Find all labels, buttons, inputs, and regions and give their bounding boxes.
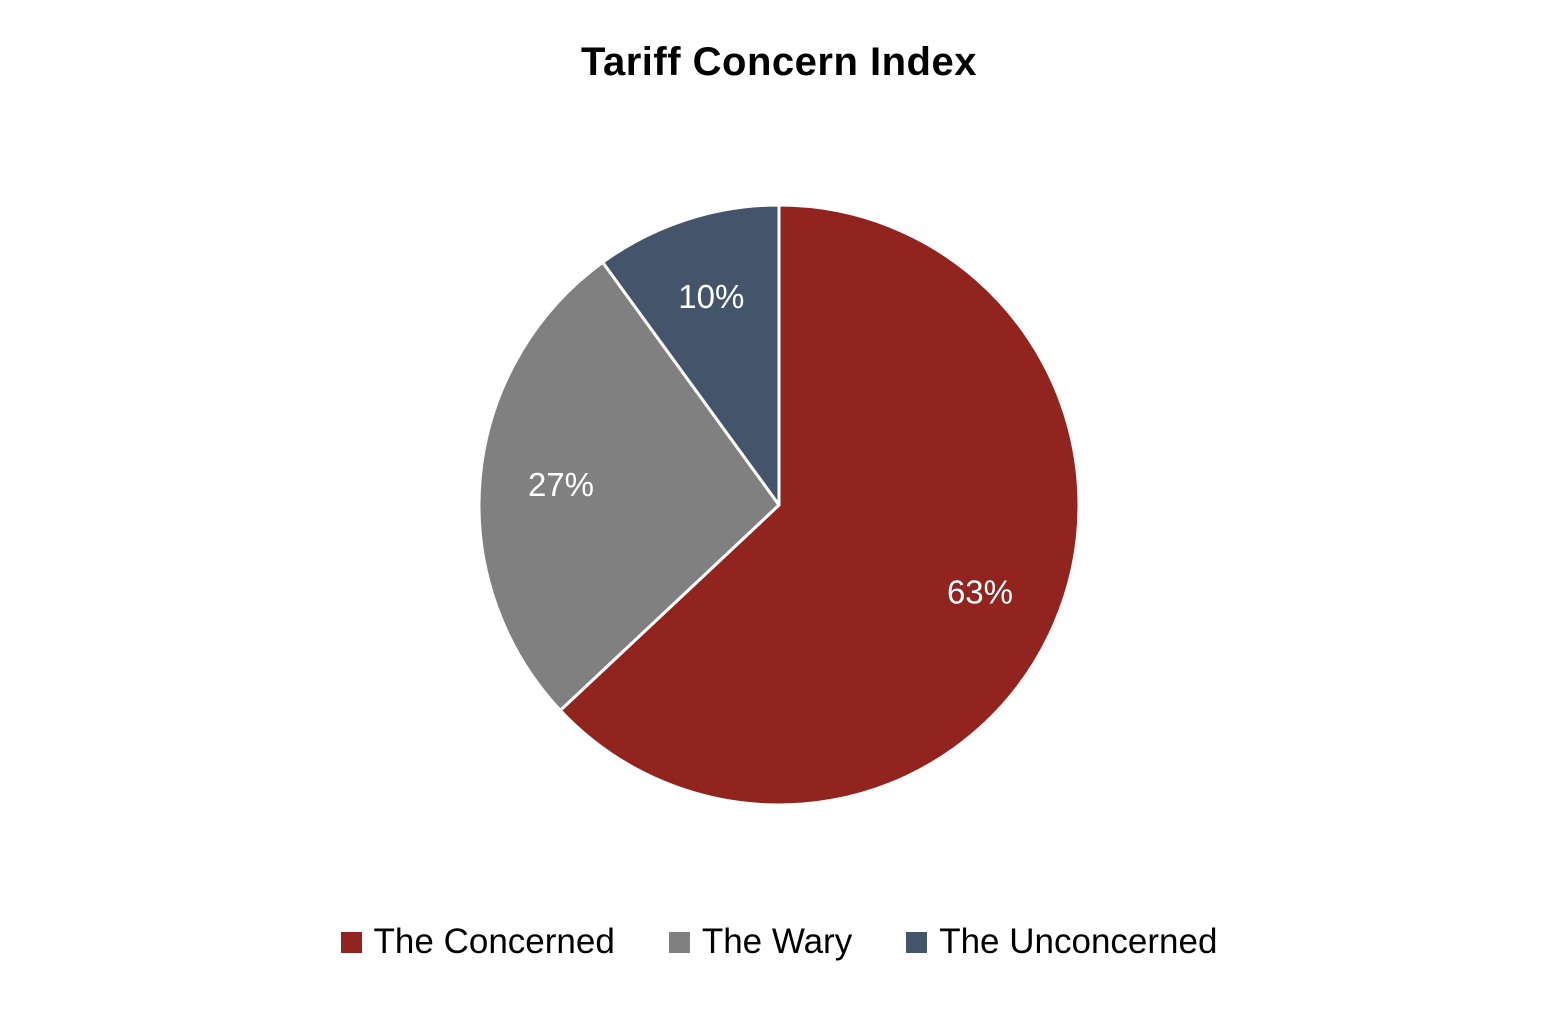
legend-item-the-unconcerned: The Unconcerned	[906, 922, 1217, 962]
pie-slice-the-concerned	[558, 203, 1081, 807]
legend-item-the-concerned: The Concerned	[340, 922, 615, 962]
legend-swatch-the-concerned	[340, 931, 362, 953]
data-label-the-concerned: 63%	[947, 573, 1013, 610]
legend-label-the-concerned: The Concerned	[373, 922, 615, 961]
pie-slice-the-wary	[477, 260, 781, 712]
chart-title: Tariff Concern Index	[581, 40, 977, 84]
data-label-the-wary: 27%	[528, 466, 594, 503]
chart-legend: The Concerned The Wary The Unconcerned	[0, 922, 1558, 962]
legend-swatch-the-wary	[668, 931, 690, 953]
legend-label-the-unconcerned: The Unconcerned	[939, 922, 1218, 961]
data-label-the-unconcerned: 10%	[678, 278, 744, 315]
legend-item-the-wary: The Wary	[668, 922, 853, 962]
legend-swatch-the-unconcerned	[906, 931, 928, 953]
legend-label-the-wary: The Wary	[701, 922, 853, 961]
pie-slice-the-unconcerned	[601, 203, 781, 507]
